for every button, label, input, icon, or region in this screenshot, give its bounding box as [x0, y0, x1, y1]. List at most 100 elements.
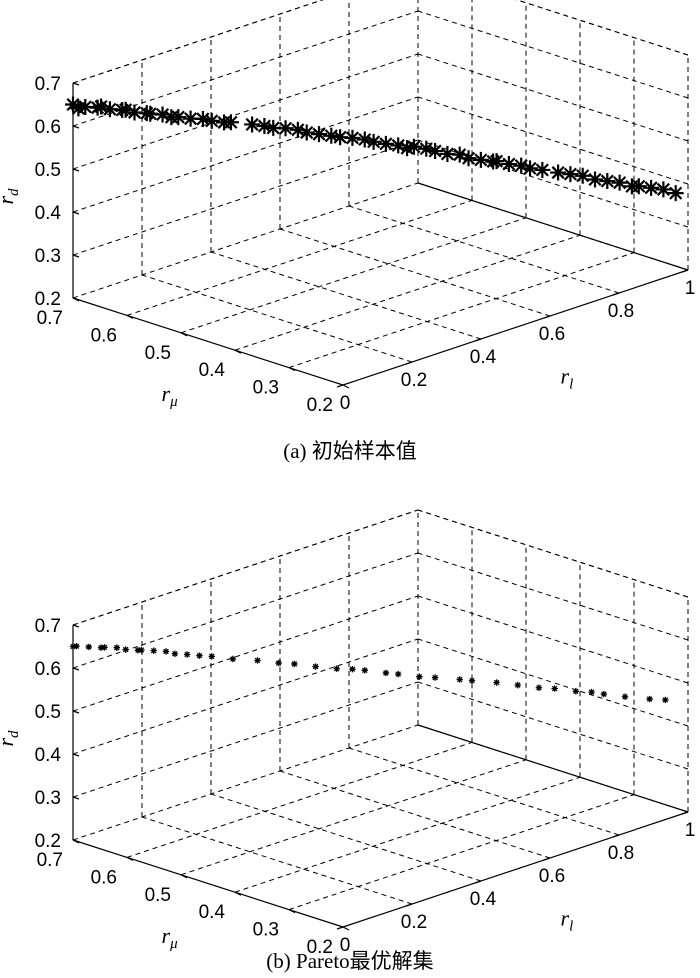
- y-tick-mark: [288, 367, 296, 372]
- data-point: [551, 685, 558, 692]
- data-point: [122, 646, 129, 653]
- data-point: [171, 650, 179, 657]
- x-tick-mark: [543, 857, 551, 861]
- data-point: [587, 171, 603, 188]
- data-point: [427, 143, 444, 160]
- gridline-xy: [72, 182, 419, 299]
- z-tick-label: 0.2: [35, 289, 61, 310]
- z-tick-mark: [72, 297, 80, 301]
- data-point: [77, 98, 94, 115]
- x-tick-mark: [681, 811, 689, 815]
- y-tick-label: 0.4: [199, 360, 226, 381]
- x-tick-label: 1: [685, 820, 696, 841]
- data-point: [493, 679, 500, 686]
- data-point: [89, 99, 106, 116]
- data-point: [275, 659, 282, 667]
- data-point: [356, 131, 373, 148]
- data-point: [277, 120, 294, 137]
- data-point: [365, 133, 382, 150]
- data-point: [562, 166, 579, 183]
- figure-caption: (a) 初始样本值: [283, 439, 417, 463]
- x-tick-label: 0.4: [470, 347, 497, 368]
- y-tick-label: 0.5: [145, 343, 171, 364]
- x-tick-mark: [474, 880, 482, 884]
- data-point: [203, 112, 220, 129]
- data-point: [142, 105, 159, 122]
- data-point: [194, 110, 211, 127]
- figure-b: 0 0.2 0.4 0.6 0.8 1 0.2 0.3 0.4 0.5 0.6 0.7 0.2 0.3 0.…: [0, 490, 700, 978]
- data-point: [522, 160, 539, 177]
- data-point: [69, 643, 77, 650]
- x-tick-label: 0.8: [608, 843, 634, 864]
- gridline-xy: [288, 794, 635, 911]
- gridline-xy: [141, 816, 413, 905]
- data-point: [134, 647, 142, 654]
- y-tick-label: 0.2: [307, 395, 333, 416]
- x-tick-mark: [336, 926, 344, 930]
- data-point: [667, 185, 684, 202]
- data-point: [456, 676, 463, 683]
- x-end-edge: [417, 724, 689, 813]
- z-tick-mark: [72, 168, 80, 172]
- x-tick-mark: [612, 292, 620, 296]
- data-point: [390, 137, 407, 154]
- y-tick-label: 0.7: [37, 850, 63, 871]
- data-point: [101, 101, 118, 118]
- z-tick-mark: [72, 667, 80, 671]
- data-point: [662, 696, 669, 704]
- gridline-xy: [72, 724, 419, 841]
- z-tick-mark: [72, 125, 80, 129]
- box-edge: [515, 0, 689, 56]
- data-point: [289, 121, 306, 138]
- data-point: [311, 126, 327, 143]
- x-tick-label: 0.6: [539, 866, 565, 887]
- data-point: [460, 150, 477, 167]
- data-point: [265, 119, 282, 136]
- gridline-yz: [417, 53, 689, 142]
- box-edge: [72, 509, 419, 626]
- gridline-xy: [210, 793, 482, 882]
- figure-caption: (b) Pareto最优解集: [266, 949, 433, 973]
- data-point: [154, 106, 171, 123]
- box-edge: [417, 509, 689, 598]
- x-tick-mark: [612, 834, 620, 838]
- data-point: [298, 124, 315, 141]
- gridline-yz: [417, 552, 689, 641]
- data-point: [599, 173, 616, 190]
- z-tick-label: 0.5: [35, 702, 61, 723]
- gridline-xy: [348, 205, 620, 294]
- data-point: [418, 140, 435, 157]
- gridline-xz: [72, 595, 419, 712]
- y-tick-mark: [288, 909, 296, 914]
- z-tick-mark: [72, 796, 80, 800]
- y-tick-mark: [180, 332, 188, 337]
- data-point: [405, 138, 422, 155]
- x-axis: [342, 811, 689, 928]
- data-point: [550, 164, 567, 181]
- y-tick-label: 0.7: [37, 308, 63, 329]
- gridline-xz: [72, 96, 419, 213]
- data-point: [588, 688, 595, 696]
- box-edge: [72, 0, 324, 84]
- z-tick-label: 0.6: [35, 117, 61, 138]
- gridline-xy: [180, 217, 527, 334]
- figure-a: 0 0.2 0.4 0.6 0.8 1 0.2 0.3 0.4 0.5 0.6 0.7 0.2 0.3 0.…: [0, 0, 695, 463]
- data-point: [312, 663, 319, 670]
- y-tick-label: 0.6: [91, 867, 117, 888]
- gridline-yz: [417, 10, 689, 99]
- y-tick-mark: [126, 314, 134, 319]
- y-axis: [72, 297, 344, 386]
- data-point: [93, 98, 110, 115]
- data-point: [97, 644, 105, 651]
- data-point: [333, 665, 340, 672]
- data-point: [85, 643, 92, 651]
- data-point: [70, 100, 87, 117]
- data-point: [416, 673, 423, 680]
- z-tick-mark: [72, 710, 80, 714]
- scatter3d-pareto-set: 00.20.40.60.810.20.30.40.50.60.70.20.30.…: [0, 509, 696, 973]
- data-point: [621, 693, 629, 700]
- y-axis-title: rμ: [162, 381, 179, 410]
- gridline-xz: [72, 681, 419, 798]
- data-point: [451, 146, 468, 163]
- gridline-xy: [141, 274, 413, 363]
